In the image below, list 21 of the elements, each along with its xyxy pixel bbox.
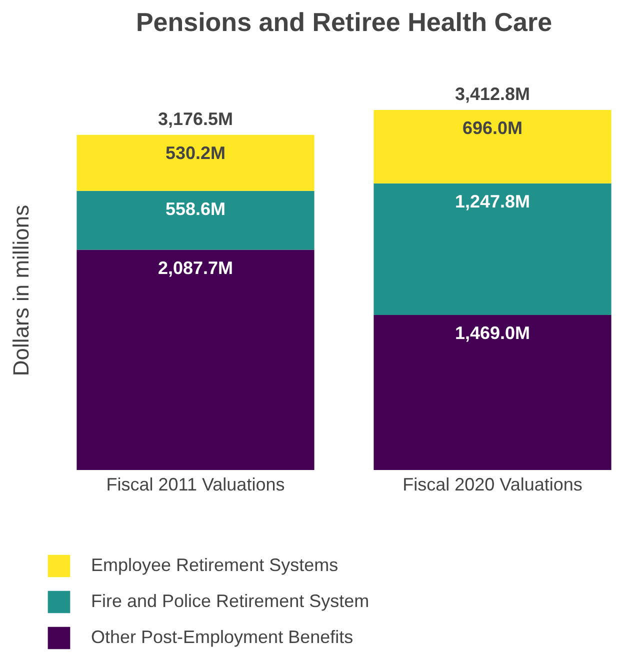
legend-label: Other Post-Employment Benefits — [91, 627, 354, 647]
total-label: 3,412.8M — [454, 84, 530, 104]
data-label: 696.0M — [462, 118, 523, 138]
data-label: 1,247.8M — [454, 191, 530, 212]
bar — [76, 134, 314, 191]
bar — [374, 315, 612, 470]
x-tick-label: Fiscal 2020 Valuations — [402, 474, 582, 494]
data-label: 558.6M — [165, 198, 226, 219]
data-label: 530.2M — [165, 142, 226, 163]
bar — [374, 110, 612, 184]
chart-title: Pensions and Retiree Health Care — [136, 7, 552, 37]
bar — [76, 190, 314, 250]
bar — [76, 250, 314, 470]
x-tick-label: Fiscal 2011 Valuations — [106, 474, 285, 494]
data-label: 1,469.0M — [454, 323, 530, 344]
y-axis-title: Dollars in millions — [8, 204, 34, 376]
bar — [374, 183, 612, 316]
data-label: 2,087.7M — [158, 258, 234, 278]
total-label: 3,176.5M — [158, 108, 234, 129]
legend-label: Employee Retirement Systems — [91, 555, 338, 575]
legend-label: Fire and Police Retirement System — [91, 591, 370, 611]
